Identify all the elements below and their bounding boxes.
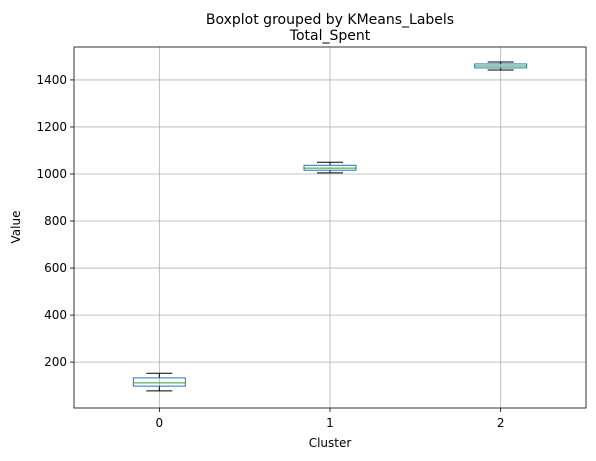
tick-labels: 200 400 600 800 1000 1200 1400 0 1 2 — [36, 73, 504, 430]
box-cluster-2 — [474, 61, 528, 71]
box-cluster-1 — [303, 161, 357, 174]
x-tick-label: 0 — [156, 416, 164, 430]
chart-title: Total_Spent — [289, 28, 371, 44]
y-axis-label: Value — [9, 211, 23, 244]
chart-suptitle: Boxplot grouped by KMeans_Labels — [206, 12, 454, 28]
box-series — [132, 61, 528, 392]
y-tick-label: 1200 — [36, 120, 67, 134]
x-axis-label: Cluster — [309, 436, 352, 450]
y-tick-label: 200 — [44, 355, 67, 369]
y-tick-label: 1400 — [36, 73, 67, 87]
iqr-box — [132, 377, 186, 387]
x-tick-label: 2 — [497, 416, 505, 430]
y-tick-label: 800 — [44, 214, 67, 228]
axes — [70, 46, 587, 412]
y-tick-label: 600 — [44, 261, 67, 275]
y-tick-label: 1000 — [36, 167, 67, 181]
axes-frame — [73, 46, 587, 409]
grid-lines — [74, 47, 586, 408]
x-tick-label: 1 — [326, 416, 334, 430]
y-tick-label: 400 — [44, 308, 67, 322]
box-cluster-0 — [132, 372, 186, 392]
